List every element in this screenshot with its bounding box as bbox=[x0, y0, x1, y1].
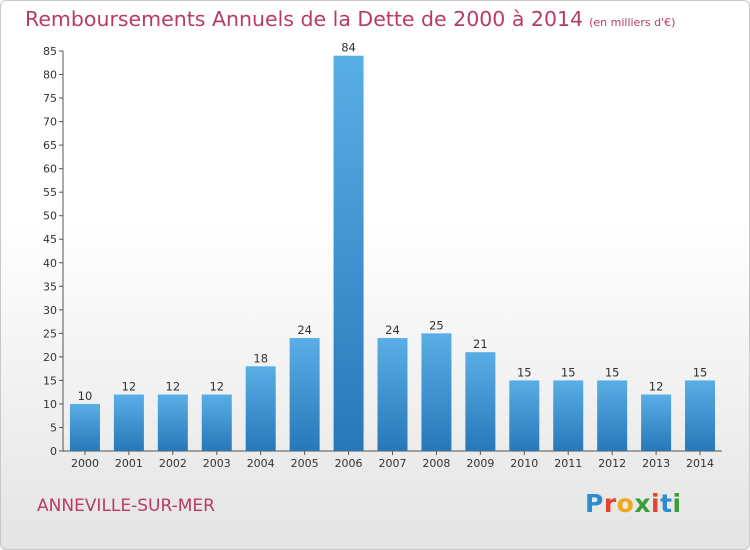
y-tick-label: 65 bbox=[43, 139, 57, 152]
bar bbox=[289, 338, 320, 451]
y-tick-label: 5 bbox=[50, 421, 57, 434]
data-label: 12 bbox=[122, 380, 137, 394]
bar bbox=[69, 403, 100, 451]
x-tick-label: 2007 bbox=[379, 457, 407, 470]
logo-letter: t bbox=[660, 489, 673, 518]
y-tick-label: 50 bbox=[43, 210, 57, 223]
y-tick-label: 55 bbox=[43, 186, 57, 199]
logo-letter: r bbox=[603, 489, 617, 518]
y-tick-label: 80 bbox=[43, 69, 57, 82]
logo-letter: i bbox=[672, 489, 682, 518]
logo-letter: o bbox=[616, 489, 635, 518]
data-label: 15 bbox=[605, 365, 620, 379]
x-tick-label: 2010 bbox=[510, 457, 538, 470]
bar bbox=[157, 394, 188, 451]
bar bbox=[641, 394, 672, 451]
x-tick-label: 2003 bbox=[203, 457, 231, 470]
bar bbox=[465, 352, 496, 451]
data-label: 24 bbox=[297, 323, 312, 337]
logo-letter: i bbox=[651, 489, 661, 518]
y-tick-label: 20 bbox=[43, 351, 57, 364]
y-tick-label: 10 bbox=[43, 398, 57, 411]
data-label: 21 bbox=[473, 337, 488, 351]
bar bbox=[509, 380, 540, 451]
y-tick-label: 15 bbox=[43, 374, 57, 387]
data-label: 84 bbox=[341, 41, 356, 55]
x-tick-label: 2011 bbox=[554, 457, 582, 470]
data-label: 10 bbox=[78, 389, 93, 403]
bar bbox=[553, 380, 584, 451]
logo-letter: x bbox=[634, 489, 651, 518]
y-tick-label: 30 bbox=[43, 304, 57, 317]
y-tick-label: 0 bbox=[50, 445, 57, 458]
y-tick-label: 45 bbox=[43, 233, 57, 246]
y-tick-label: 40 bbox=[43, 257, 57, 270]
x-tick-label: 2006 bbox=[335, 457, 363, 470]
chart-unit-label: (en milliers d'€) bbox=[589, 16, 676, 29]
chart-title-text: Remboursements Annuels de la Dette de 20… bbox=[25, 7, 584, 31]
data-label: 12 bbox=[166, 380, 181, 394]
y-tick-label: 60 bbox=[43, 163, 57, 176]
x-tick-label: 2012 bbox=[598, 457, 626, 470]
x-tick-label: 2001 bbox=[115, 457, 143, 470]
bar bbox=[597, 380, 628, 451]
proxiti-logo[interactable]: Proxiti bbox=[585, 489, 682, 518]
data-label: 24 bbox=[385, 323, 400, 337]
x-tick-label: 2008 bbox=[422, 457, 450, 470]
chart-title: Remboursements Annuels de la Dette de 20… bbox=[25, 7, 675, 31]
data-label: 18 bbox=[253, 351, 268, 365]
bar bbox=[201, 394, 232, 451]
bar bbox=[421, 333, 452, 451]
x-tick-label: 2002 bbox=[159, 457, 187, 470]
data-label: 15 bbox=[517, 365, 532, 379]
y-tick-label: 70 bbox=[43, 116, 57, 129]
y-tick-label: 75 bbox=[43, 92, 57, 105]
x-tick-label: 2005 bbox=[291, 457, 319, 470]
bar bbox=[333, 55, 364, 452]
bar bbox=[377, 338, 408, 451]
x-tick-label: 2004 bbox=[247, 457, 275, 470]
chart-bars bbox=[69, 55, 716, 452]
data-label: 25 bbox=[429, 318, 444, 332]
bar bbox=[245, 366, 276, 451]
bar bbox=[113, 394, 144, 451]
chart-axes: 0 5 10 15 20 25 30 35 40 45 50 55 60 65 70 75 80 85 bbox=[43, 45, 722, 458]
y-tick-label: 35 bbox=[43, 280, 57, 293]
data-label: 15 bbox=[693, 365, 708, 379]
data-label: 12 bbox=[649, 380, 664, 394]
chart-labels: 2000 10 2001 12 2002 12 2003 12 2004 18 2005 24 2006… bbox=[71, 41, 714, 470]
y-tick-label: 25 bbox=[43, 327, 57, 340]
x-tick-label: 2014 bbox=[686, 457, 714, 470]
city-name: ANNEVILLE-SUR-MER bbox=[37, 496, 215, 516]
data-label: 15 bbox=[561, 365, 576, 379]
x-tick-label: 2009 bbox=[466, 457, 494, 470]
bar bbox=[685, 380, 716, 451]
y-tick-label: 85 bbox=[43, 45, 57, 58]
logo-letter: P bbox=[585, 489, 604, 518]
data-label: 12 bbox=[209, 380, 224, 394]
x-tick-label: 2000 bbox=[71, 457, 99, 470]
x-tick-label: 2013 bbox=[642, 457, 670, 470]
